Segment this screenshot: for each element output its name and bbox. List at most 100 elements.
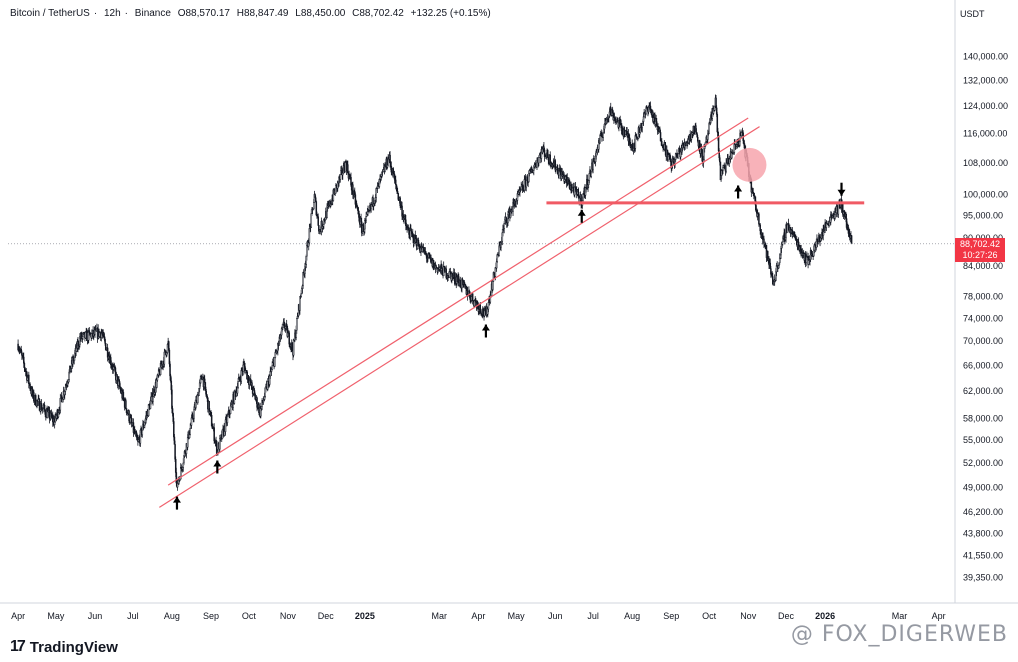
ohlc-open: O88,570.17 [177,8,230,19]
candle-body [645,107,647,115]
candle-39 [41,408,44,414]
candle-body [189,427,191,435]
up-arrow-icon-3 [577,209,586,223]
candle-body [271,365,273,370]
candle-body [84,331,87,339]
watermark: @ FOX_DIGERWEB [790,622,1008,647]
down-arrow-icon-0 [837,182,846,196]
candles-group [17,94,853,491]
up-arrow-icon-0-head [172,496,181,503]
y-tick-label-9: 78,000.00 [963,292,1003,302]
candle-body [621,127,624,134]
x-tick-label-4: Aug [164,611,180,621]
candle-body [365,216,367,221]
up-arrow-icon-0 [172,496,181,510]
y-tick-label-16: 52,000.00 [963,458,1003,468]
candle-body [538,154,541,158]
candle-body [242,364,244,372]
candle-body [445,268,447,278]
y-tick-label-19: 43,800.00 [963,529,1003,539]
candle-body [815,240,818,248]
candle-body [588,173,591,181]
candle-835 [543,147,546,162]
interval-label[interactable]: 12h [103,8,121,19]
candle-1322 [850,235,853,245]
exchange-label: Binance [134,8,171,19]
x-tick-label-6: Oct [242,611,257,621]
candle-602 [396,187,399,194]
y-tick-label-13: 62,000.00 [963,386,1003,396]
candle-437 [292,338,295,358]
x-tick-label-16: Sep [663,611,679,621]
y-tick-label-1: 132,000.00 [963,76,1008,86]
x-tick-label-9: 2025 [355,611,375,621]
candle-body [759,224,761,232]
tradingview-logo-text: TradingView [29,638,118,656]
up-arrow-icon-1-head [213,460,222,467]
candle-1301 [837,201,840,218]
candle-body [226,415,229,423]
candle-body [664,144,667,156]
x-tick-label-3: Jul [127,611,139,621]
x-tick-label-10: Mar [432,611,448,621]
y-tick-label-20: 41,550.00 [963,550,1003,560]
candle-223 [157,367,160,378]
candle-721 [471,293,474,305]
candle-body [292,339,295,356]
candle-body [193,409,195,419]
up-arrow-icon-2-head [481,324,490,331]
y-tick-label-5: 100,000.00 [963,190,1008,200]
breakdown-circle [732,147,767,182]
y-tick-label-2: 124,000.00 [963,101,1008,111]
candle-442 [296,318,298,334]
candle-552 [365,211,367,224]
candle-171 [125,398,127,410]
lower-trendline [158,126,760,508]
candle-156 [115,372,118,385]
down-arrow-icon-0-head [837,189,846,196]
candle-body [186,437,189,448]
up-arrow-icon-1 [213,460,222,474]
candle-body [582,194,584,201]
candle-1233 [794,234,797,241]
candle-113 [88,327,91,337]
x-tick-label-11: Apr [471,611,485,621]
y-tick-label-12: 66,000.00 [963,360,1003,370]
tradingview-logo[interactable]: 17 TradingView [10,638,118,656]
x-tick-label-19: Dec [778,611,795,621]
tradingview-logo-icon: 17 [10,638,26,655]
candle-body [190,417,193,426]
x-tick-label-13: Jun [548,611,563,621]
candle-body [147,404,150,417]
candle-body [116,374,118,377]
candle-body [698,140,701,152]
candle-560 [370,202,372,213]
y-tick-label-15: 55,000.00 [963,435,1003,445]
last-price-tag: 88,702.42 10:27:26 [955,237,1005,262]
candle-body [395,179,397,185]
price-unit-label[interactable]: USDT [960,9,985,19]
candle-body [487,302,490,310]
y-tick-label-6: 95,000.00 [963,211,1003,221]
y-tick-label-0: 140,000.00 [963,51,1008,61]
symbol-name[interactable]: Bitcoin / TetherUS [10,8,90,19]
y-tick-label-21: 39,350.00 [963,573,1003,583]
y-tick-label-18: 46,200.00 [963,507,1003,517]
candle-207 [147,404,150,417]
y-tick-label-3: 116,000.00 [963,129,1007,139]
chart-header: Bitcoin / TetherUS · 12h · Binance O88,570… [10,8,491,19]
x-tick-label-1: May [47,611,65,621]
candle-body [719,157,721,163]
candle-body [528,170,531,174]
x-tick-label-2: Jun [88,611,103,621]
last-price-value: 88,702.42 [959,238,1001,249]
x-tick-label-12: May [508,611,526,621]
candle-467 [311,207,314,215]
candle-body [763,238,765,244]
candle-body [634,135,637,149]
candle-476 [317,213,319,226]
ohlc-low: L88,450.00 [295,8,346,19]
up-arrow-icon-4-head [734,185,743,192]
up-arrow-icon-2 [481,324,490,338]
